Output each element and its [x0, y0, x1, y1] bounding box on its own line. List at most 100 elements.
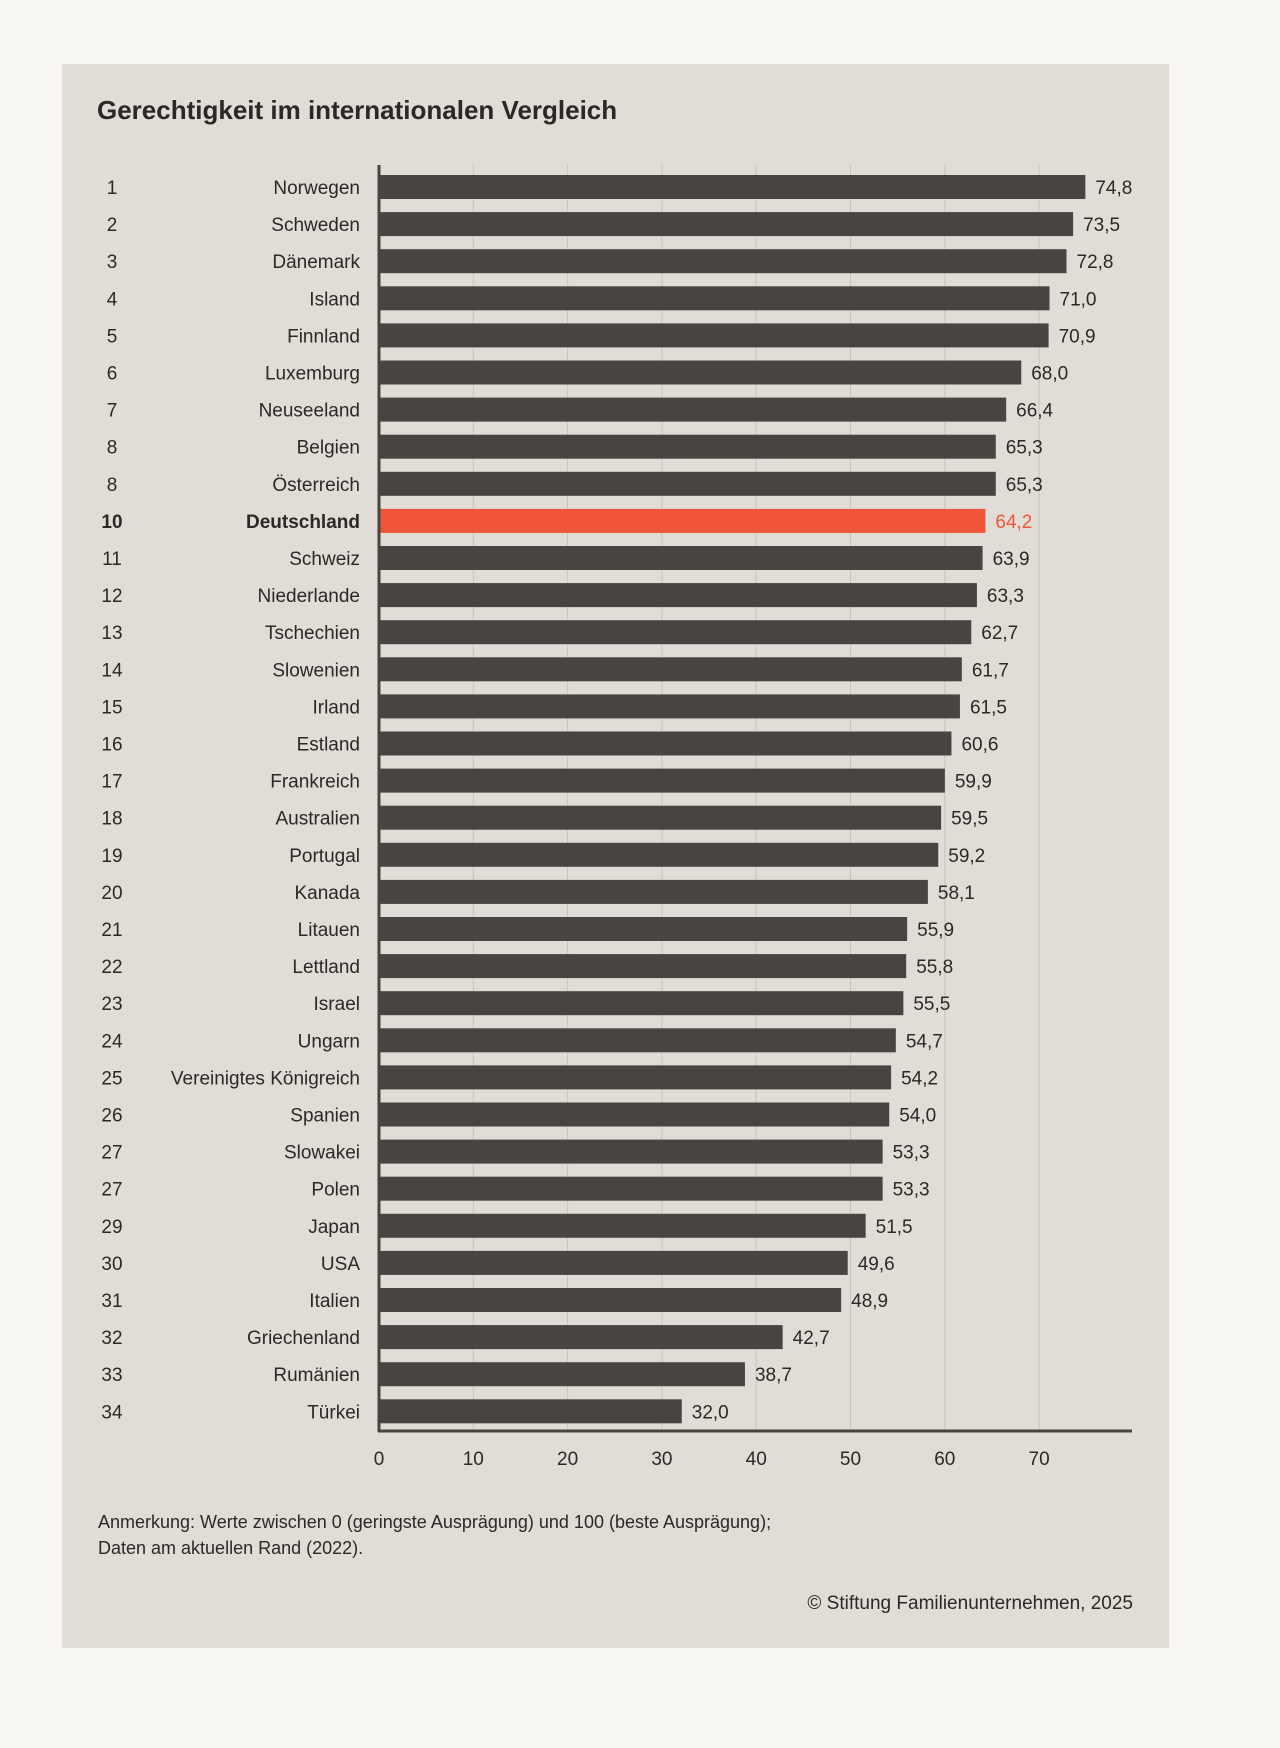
category-label: Tschechien — [265, 623, 360, 644]
category-label: Irland — [312, 697, 360, 718]
category-label: Niederlande — [258, 586, 360, 607]
rank-label: 3 — [107, 252, 118, 273]
bar — [380, 1028, 896, 1053]
bar — [380, 768, 945, 793]
category-label: Lettland — [292, 957, 360, 978]
value-label: 65,3 — [1006, 438, 1043, 459]
rank-label: 25 — [101, 1068, 122, 1089]
value-label: 48,9 — [851, 1291, 888, 1312]
rank-label: 34 — [101, 1402, 123, 1423]
axes: 0 10 20 30 40 50 60 70 — [374, 165, 1132, 1470]
rank-label: 13 — [101, 623, 122, 644]
value-label: 63,3 — [987, 586, 1024, 607]
value-label: 71,0 — [1060, 289, 1097, 310]
value-label: 73,5 — [1083, 215, 1120, 236]
bar — [380, 879, 928, 904]
bar — [380, 212, 1074, 237]
bar — [380, 175, 1086, 199]
value-label: 38,7 — [755, 1365, 792, 1386]
category-label: Polen — [311, 1180, 360, 1201]
category-label: Schweden — [271, 215, 360, 236]
rank-label: 22 — [101, 957, 122, 978]
category-label: Kanada — [294, 883, 360, 904]
category-label: Island — [309, 289, 360, 310]
rank-label: 27 — [101, 1180, 122, 1201]
rank-label: 18 — [101, 809, 122, 830]
bar — [380, 249, 1067, 274]
value-label: 65,3 — [1006, 475, 1043, 496]
bar — [380, 657, 962, 682]
note-line-1: Anmerkung: Werte zwischen 0 (geringste A… — [98, 1512, 772, 1532]
rank-label: 29 — [101, 1217, 122, 1238]
category-label: Japan — [308, 1217, 360, 1238]
rank-label: 31 — [101, 1291, 122, 1312]
bar — [380, 546, 983, 570]
value-label: 53,3 — [893, 1143, 930, 1164]
bar — [380, 954, 907, 979]
value-label: 59,5 — [951, 809, 988, 830]
x-tick-label: 30 — [651, 1449, 672, 1470]
bar — [380, 620, 972, 645]
value-label: 42,7 — [793, 1328, 830, 1349]
category-label: Schweiz — [289, 549, 360, 570]
value-label: 66,4 — [1016, 401, 1053, 422]
bar — [380, 694, 960, 719]
value-label: 64,2 — [995, 512, 1032, 533]
rank-label: 20 — [101, 883, 122, 904]
value-label: 72,8 — [1077, 252, 1114, 273]
category-label: Deutschland — [246, 512, 360, 533]
rank-label: 14 — [101, 660, 123, 681]
category-label: Litauen — [298, 920, 360, 941]
category-label: Vereinigtes Königreich — [171, 1068, 360, 1089]
category-label: Neuseeland — [259, 401, 360, 422]
x-tick-label: 10 — [463, 1449, 484, 1470]
value-label: 62,7 — [981, 623, 1018, 644]
rank-label: 8 — [107, 475, 118, 496]
bar — [380, 1176, 883, 1201]
chart-title: Gerechtigkeit im internationalen Verglei… — [97, 95, 618, 125]
value-label: 63,9 — [993, 549, 1030, 570]
category-label: Slowakei — [284, 1143, 360, 1164]
bars — [380, 175, 1086, 1424]
bar — [380, 842, 939, 867]
bar — [380, 471, 996, 496]
value-label: 49,6 — [858, 1254, 895, 1275]
bar — [380, 805, 942, 830]
rank-label: 5 — [107, 326, 118, 347]
bar — [380, 1102, 890, 1127]
value-label: 51,5 — [876, 1217, 913, 1238]
bar — [380, 1250, 848, 1275]
rank-label: 10 — [101, 512, 122, 533]
value-label: 55,9 — [917, 920, 954, 941]
rank-label: 21 — [101, 920, 122, 941]
value-label: 74,8 — [1095, 178, 1132, 199]
bar — [380, 397, 1007, 422]
rank-label: 33 — [101, 1365, 122, 1386]
rank-label: 23 — [101, 994, 122, 1015]
value-label: 61,5 — [970, 697, 1007, 718]
rank-label: 1 — [107, 178, 118, 199]
x-tick-label: 70 — [1029, 1449, 1050, 1470]
category-label: Spanien — [290, 1106, 360, 1127]
rank-label: 27 — [101, 1143, 122, 1164]
rank-label: 32 — [101, 1328, 122, 1349]
category-label: Griechenland — [247, 1328, 360, 1349]
value-label: 54,7 — [906, 1031, 943, 1052]
bar — [380, 360, 1022, 385]
rank-label: 6 — [107, 364, 118, 385]
x-tick-label: 40 — [746, 1449, 767, 1470]
category-label: Österreich — [272, 475, 360, 496]
rank-label: 12 — [101, 586, 122, 607]
labels: 1 Norwegen 74,8 2 Schweden 73,5 3 Dänemark 72,8 4… — [101, 178, 1132, 1423]
value-label: 58,1 — [938, 883, 975, 904]
bar — [380, 1325, 783, 1350]
category-label: Israel — [314, 994, 360, 1015]
category-label: Türkei — [307, 1402, 360, 1423]
value-label: 53,3 — [893, 1180, 930, 1201]
value-label: 68,0 — [1031, 364, 1068, 385]
category-label: Luxemburg — [265, 364, 360, 385]
value-label: 60,6 — [961, 735, 998, 756]
copyright-credit: © Stiftung Familienunternehmen, 2025 — [807, 1593, 1133, 1614]
category-label: Australien — [276, 809, 361, 830]
